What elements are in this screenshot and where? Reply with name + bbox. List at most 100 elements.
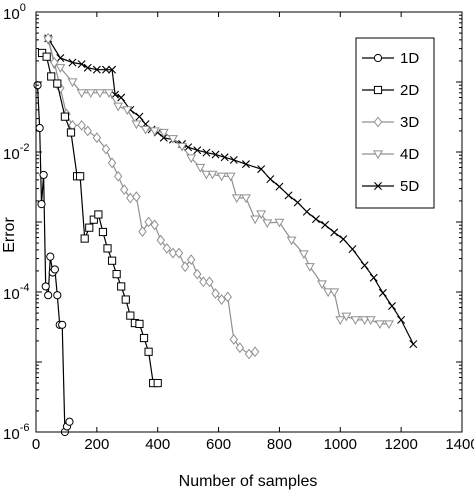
- data-point-1d: [44, 291, 53, 300]
- data-point-5d: [409, 340, 418, 349]
- series-2d: [37, 48, 162, 388]
- axes: 0 200 400 600 800 1000 1200 1400 10-6 10-4 10-2 100: [3, 2, 474, 453]
- legend-label: 4D: [400, 146, 419, 163]
- data-point-4d: [317, 280, 327, 290]
- data-point-5d: [111, 90, 120, 99]
- data-point-3d: [162, 242, 172, 254]
- data-point-3d: [180, 261, 190, 273]
- x-tick-label: 1200: [384, 436, 417, 453]
- data-point-4d: [201, 170, 212, 180]
- data-point-4d: [149, 127, 160, 137]
- data-point-2d: [103, 244, 112, 253]
- series-4d: [43, 36, 394, 330]
- data-point-1d: [65, 417, 74, 426]
- legend-marker: [374, 182, 382, 190]
- data-point-4d: [240, 194, 251, 204]
- data-point-4d: [67, 78, 78, 88]
- data-point-2d: [60, 112, 70, 121]
- legend-marker: [373, 150, 383, 160]
- data-point-4d: [341, 312, 352, 322]
- data-point-5d: [56, 54, 65, 63]
- data-point-3d: [120, 184, 129, 196]
- data-point-5d: [220, 153, 229, 162]
- data-point-5d: [302, 207, 311, 216]
- data-point-5d: [339, 235, 348, 244]
- data-point-4d: [225, 172, 236, 182]
- data-point-5d: [284, 191, 293, 200]
- data-point-4d: [231, 194, 242, 204]
- data-point-1d: [39, 170, 48, 180]
- data-point-5d: [211, 150, 220, 159]
- data-point-4d: [85, 89, 96, 98]
- data-point-5d: [101, 65, 110, 74]
- legend-box: [355, 37, 435, 209]
- data-point-5d: [360, 261, 369, 270]
- data-point-4d: [167, 135, 178, 144]
- data-point-2d: [80, 234, 89, 243]
- data-point-3d: [250, 346, 260, 358]
- data-point-4d: [55, 64, 66, 73]
- data-point-2d: [107, 256, 117, 265]
- data-point-1d: [46, 252, 55, 261]
- data-point-5d: [293, 198, 302, 207]
- data-point-4d: [94, 89, 105, 98]
- legend-marker: [373, 53, 383, 63]
- data-point-4d: [113, 102, 124, 112]
- legend-item-3d: 3D: [362, 114, 419, 131]
- x-axis-label: Number of samples: [179, 473, 318, 490]
- data-point-5d: [193, 146, 202, 155]
- data-point-5d: [92, 65, 101, 74]
- data-point-3d: [186, 254, 196, 266]
- x-tick-label: 400: [145, 436, 170, 453]
- data-point-2d: [98, 227, 108, 237]
- data-point-5d: [135, 112, 144, 121]
- data-point-4d: [329, 288, 340, 298]
- data-point-1d: [37, 200, 46, 209]
- data-point-3d: [193, 268, 202, 280]
- data-point-4d: [262, 219, 273, 229]
- data-point-4d: [195, 163, 206, 173]
- data-point-5d: [321, 220, 330, 229]
- data-point-5d: [159, 133, 168, 142]
- x-tick-label: 1000: [324, 436, 357, 453]
- data-point-5d: [229, 155, 238, 164]
- data-point-1d: [50, 265, 59, 274]
- y-tick-label: 10-6: [3, 422, 29, 443]
- data-point-3d: [144, 216, 153, 228]
- data-point-2d: [53, 79, 62, 88]
- data-point-3d: [101, 143, 111, 155]
- data-point-1d: [41, 282, 50, 291]
- data-point-4d: [256, 210, 267, 220]
- y-tick-label: 10-4: [3, 282, 29, 303]
- legend-item-2d: 2D: [362, 82, 419, 99]
- legend-label: 5D: [400, 178, 419, 195]
- data-point-2d: [89, 215, 98, 224]
- data-point-2d: [42, 52, 51, 61]
- data-point-3d: [77, 119, 86, 131]
- data-point-5d: [266, 175, 275, 184]
- data-point-4d: [207, 170, 218, 180]
- legend-label: 1D: [400, 50, 419, 67]
- data-point-4d: [286, 236, 297, 246]
- data-point-3d: [150, 219, 159, 231]
- x-tick-label: 0: [32, 436, 40, 453]
- data-point-4d: [122, 106, 133, 115]
- data-point-2d: [153, 378, 162, 388]
- data-point-5d: [369, 273, 378, 282]
- legend-marker: [373, 85, 383, 95]
- data-point-1d: [53, 291, 62, 300]
- data-point-2d: [126, 311, 135, 320]
- data-point-4d: [365, 316, 376, 325]
- data-point-2d: [85, 223, 94, 232]
- data-point-4d: [216, 172, 227, 182]
- series-1d: [33, 81, 74, 437]
- data-point-4d: [274, 218, 285, 228]
- data-point-4d: [158, 128, 169, 138]
- data-point-5d: [241, 160, 250, 169]
- data-point-3d: [217, 294, 226, 305]
- data-point-3d: [138, 226, 147, 237]
- data-point-3d: [43, 32, 53, 44]
- data-point-3d: [205, 276, 214, 288]
- data-point-5d: [77, 60, 86, 69]
